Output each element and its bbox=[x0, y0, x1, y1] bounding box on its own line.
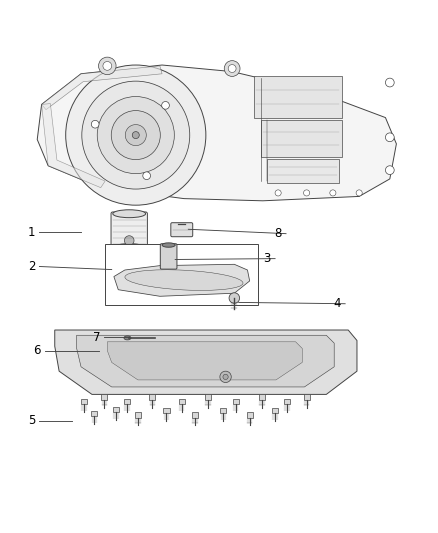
Polygon shape bbox=[42, 66, 162, 110]
Text: 2: 2 bbox=[28, 260, 35, 273]
Circle shape bbox=[385, 78, 394, 87]
Bar bbox=[304, 394, 310, 400]
Circle shape bbox=[275, 190, 281, 196]
Polygon shape bbox=[114, 264, 250, 296]
Ellipse shape bbox=[113, 210, 145, 217]
Text: 5: 5 bbox=[28, 414, 35, 427]
Circle shape bbox=[132, 132, 139, 139]
Circle shape bbox=[304, 190, 310, 196]
Bar bbox=[179, 399, 185, 404]
FancyBboxPatch shape bbox=[171, 223, 193, 237]
Circle shape bbox=[162, 101, 170, 109]
FancyBboxPatch shape bbox=[111, 212, 147, 248]
FancyBboxPatch shape bbox=[254, 76, 342, 118]
Circle shape bbox=[224, 61, 240, 76]
Text: 3: 3 bbox=[264, 252, 271, 265]
Bar bbox=[105, 244, 258, 305]
Bar bbox=[81, 399, 87, 404]
Bar bbox=[259, 394, 265, 400]
Circle shape bbox=[385, 166, 394, 174]
Circle shape bbox=[229, 293, 240, 303]
Bar bbox=[205, 394, 211, 400]
Bar bbox=[149, 394, 155, 400]
Bar bbox=[220, 408, 226, 413]
Bar bbox=[124, 399, 130, 404]
Bar bbox=[113, 407, 119, 412]
Bar bbox=[272, 408, 278, 413]
Text: 1: 1 bbox=[28, 226, 35, 239]
Bar bbox=[91, 411, 97, 416]
Circle shape bbox=[125, 125, 146, 146]
Circle shape bbox=[385, 133, 394, 142]
Ellipse shape bbox=[162, 243, 175, 247]
FancyBboxPatch shape bbox=[261, 120, 342, 157]
Circle shape bbox=[82, 81, 190, 189]
Bar bbox=[247, 413, 253, 418]
Bar bbox=[101, 394, 107, 400]
Circle shape bbox=[143, 172, 151, 180]
Circle shape bbox=[228, 64, 236, 72]
Polygon shape bbox=[37, 65, 396, 201]
Polygon shape bbox=[55, 330, 357, 394]
Circle shape bbox=[66, 65, 206, 205]
Circle shape bbox=[124, 236, 134, 245]
Bar bbox=[284, 399, 290, 404]
Ellipse shape bbox=[125, 270, 243, 290]
Circle shape bbox=[97, 96, 174, 174]
Bar bbox=[163, 408, 170, 413]
Circle shape bbox=[356, 190, 362, 196]
Text: 8: 8 bbox=[275, 227, 282, 240]
Circle shape bbox=[99, 57, 116, 75]
Polygon shape bbox=[77, 335, 334, 387]
Bar bbox=[192, 413, 198, 418]
Text: 6: 6 bbox=[33, 344, 41, 357]
Circle shape bbox=[220, 371, 231, 383]
Ellipse shape bbox=[124, 336, 131, 340]
Ellipse shape bbox=[115, 244, 143, 249]
Circle shape bbox=[330, 190, 336, 196]
Bar bbox=[135, 413, 141, 418]
Circle shape bbox=[223, 374, 228, 379]
Circle shape bbox=[91, 120, 99, 128]
Circle shape bbox=[111, 110, 160, 159]
Text: 7: 7 bbox=[92, 331, 100, 344]
FancyBboxPatch shape bbox=[267, 159, 339, 183]
Polygon shape bbox=[42, 103, 105, 188]
Text: 4: 4 bbox=[333, 297, 341, 310]
Bar bbox=[233, 399, 239, 404]
FancyBboxPatch shape bbox=[160, 244, 177, 269]
Polygon shape bbox=[107, 342, 302, 380]
Circle shape bbox=[103, 61, 112, 70]
